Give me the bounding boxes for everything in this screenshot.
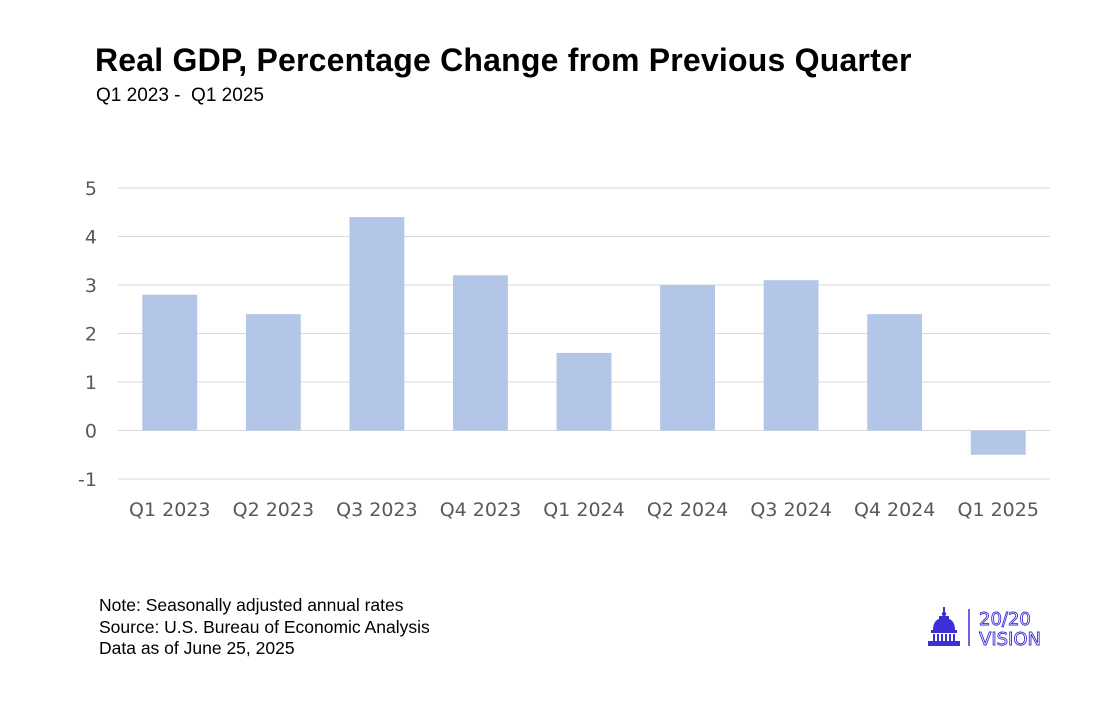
y-tick-label: 5 bbox=[85, 178, 97, 200]
y-tick-label: 2 bbox=[85, 324, 97, 346]
x-tick-label: Q1 2025 bbox=[958, 499, 1039, 521]
logo-text-2020: 20/20 bbox=[979, 609, 1031, 630]
x-tick-label: Q4 2024 bbox=[854, 499, 935, 521]
footnotes: Note: Seasonally adjusted annual rates S… bbox=[99, 595, 430, 660]
bar bbox=[867, 314, 923, 431]
x-tick-label: Q2 2023 bbox=[233, 499, 314, 521]
y-tick-label: 4 bbox=[85, 227, 97, 249]
bar bbox=[245, 314, 301, 431]
x-tick-label: Q3 2024 bbox=[750, 499, 831, 521]
date-line: Data as of June 25, 2025 bbox=[99, 638, 295, 658]
note-line: Note: Seasonally adjusted annual rates bbox=[99, 595, 404, 615]
x-tick-label: Q1 2024 bbox=[543, 499, 624, 521]
x-tick-label: Q2 2024 bbox=[647, 499, 728, 521]
source-line: Source: U.S. Bureau of Economic Analysis bbox=[99, 616, 430, 637]
bar bbox=[142, 294, 198, 431]
y-tick-label: 3 bbox=[85, 275, 97, 297]
chart-subtitle: Q1 2023 - Q1 2025 bbox=[96, 85, 264, 106]
x-tick-label: Q4 2023 bbox=[440, 499, 521, 521]
bar bbox=[349, 217, 405, 431]
logo-2020-vision: 20/20 VISION bbox=[928, 607, 1041, 650]
y-axis-ticks: -1 0 1 2 3 4 5 bbox=[78, 178, 97, 491]
bars bbox=[142, 217, 1026, 455]
y-tick-label: 1 bbox=[85, 372, 97, 394]
logo-text-vision: VISION bbox=[979, 629, 1041, 650]
bar bbox=[763, 280, 819, 431]
bar bbox=[453, 275, 508, 431]
y-tick-label: 0 bbox=[85, 421, 97, 443]
capitol-dome-icon bbox=[928, 607, 960, 646]
bar bbox=[556, 352, 612, 431]
x-tick-label: Q3 2023 bbox=[336, 499, 417, 521]
x-axis-ticks: Q1 2023 Q2 2023 Q3 2023 Q4 2023 Q1 2024 Q2 20… bbox=[129, 499, 1039, 521]
bar bbox=[660, 285, 715, 431]
y-tick-label: -1 bbox=[78, 469, 97, 491]
bar bbox=[970, 430, 1026, 455]
x-tick-label: Q1 2023 bbox=[129, 499, 210, 521]
chart-title: Real GDP, Percentage Change from Previou… bbox=[95, 42, 912, 78]
